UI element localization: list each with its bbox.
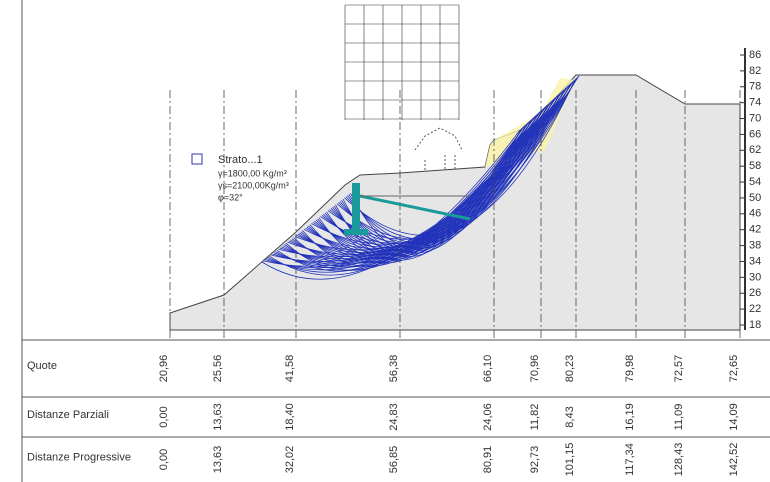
legend-phi: φ=32°: [218, 192, 243, 202]
cell-value: 142,52: [728, 443, 740, 477]
scale-label: 54: [749, 176, 761, 188]
cell-value: 32,02: [284, 446, 296, 474]
retaining-wall: [352, 183, 360, 233]
cell-value: 14,09: [728, 403, 740, 431]
cell-value: 11,82: [529, 404, 541, 431]
scale-label: 82: [749, 65, 761, 77]
cell-value: 56,38: [388, 355, 400, 383]
legend-swatch: [192, 154, 202, 164]
legend-name: Strato...1: [218, 154, 263, 166]
cell-value: 66,10: [482, 355, 494, 383]
cell-value: 18,40: [284, 403, 296, 431]
cell-value: 128,43: [673, 443, 685, 477]
cell-value: 0,00: [158, 449, 170, 470]
cell-value: 72,65: [728, 355, 740, 383]
scale-label: 66: [749, 128, 761, 140]
terrain-profile: [170, 75, 740, 330]
cell-value: 13,63: [212, 403, 224, 431]
cell-value: 101,15: [564, 443, 576, 477]
scale-label: 86: [749, 49, 761, 61]
cell-value: 80,91: [482, 446, 494, 474]
legend-gamma: γ=1800,00 Kg/m³: [218, 168, 287, 178]
cell-value: 13,63: [212, 446, 224, 474]
row-label: Distanze Progressive: [27, 451, 131, 463]
cell-value: 24,83: [388, 403, 400, 431]
cell-value: 80,23: [564, 355, 576, 383]
scale-label: 50: [749, 192, 761, 204]
cell-value: 117,34: [624, 443, 636, 476]
cell-value: 25,56: [212, 355, 224, 383]
scale-label: 22: [749, 303, 761, 315]
row-label: Distanze Parziali: [27, 409, 109, 421]
cell-value: 11,09: [673, 404, 685, 431]
scale-label: 34: [749, 255, 761, 267]
slope-stability-view: Strato...1 γ=1800,00 Kg/m³ γs=2100,00Kg/…: [0, 0, 770, 482]
cell-value: 24,06: [482, 403, 494, 431]
cell-value: 72,57: [673, 355, 685, 383]
cell-value: 16,19: [624, 403, 636, 431]
scale-label: 30: [749, 271, 761, 283]
structure-sketch: [415, 128, 462, 170]
cell-value: 0,00: [158, 406, 170, 427]
cell-value: 79,98: [624, 355, 636, 383]
legend-gamma-s: γs=2100,00Kg/m³: [218, 180, 289, 190]
scale-label: 78: [749, 81, 761, 93]
cell-value: 8,43: [564, 406, 576, 427]
row-label: Quote: [27, 360, 57, 372]
scale-label: 46: [749, 208, 761, 220]
cell-value: 70,96: [529, 355, 541, 383]
cell-value: 56,85: [388, 446, 400, 474]
cell-value: 41,58: [284, 355, 296, 383]
scale-label: 70: [749, 112, 761, 124]
scale-label: 18: [749, 319, 761, 331]
factor-grid: [345, 5, 459, 120]
scale-label: 58: [749, 160, 761, 172]
scale-label: 38: [749, 239, 761, 251]
wall-footing: [344, 229, 368, 235]
cell-value: 92,73: [529, 446, 541, 474]
scale-label: 62: [749, 144, 761, 156]
scale-label: 26: [749, 287, 761, 299]
scale-label: 42: [749, 224, 761, 236]
cell-value: 20,96: [158, 355, 170, 383]
scale-label: 74: [749, 97, 761, 109]
